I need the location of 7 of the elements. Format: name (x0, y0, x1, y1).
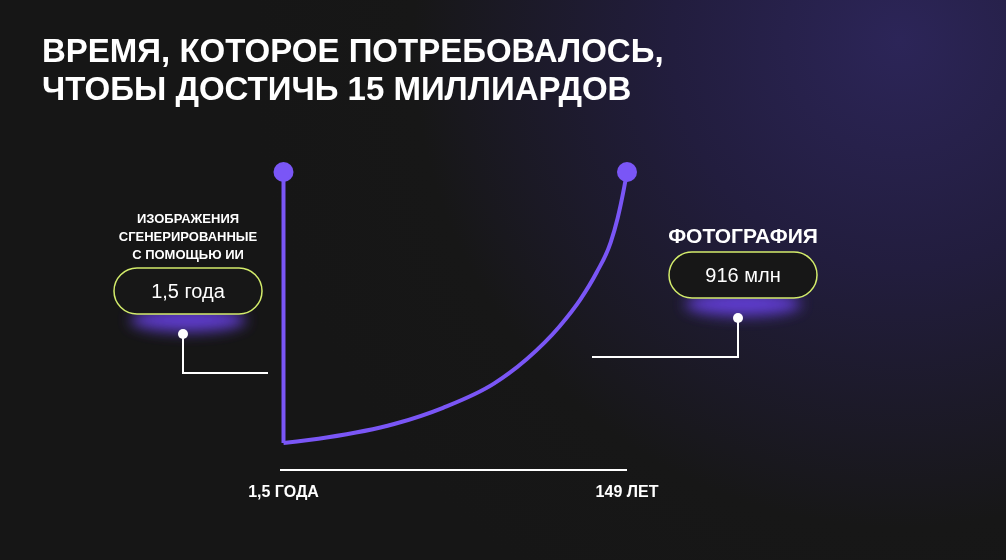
chart-title: ВРЕМЯ, КОТОРОЕ ПОТРЕБОВАЛОСЬ, ЧТОБЫ ДОСТИЧЬ 15 МИЛЛИАРДОВ (42, 32, 664, 107)
text: ИЗОБРАЖЕНИЯ СГЕНЕРИРОВАННЫЕ С ПОМОЩЬЮ ИИ (118, 211, 258, 262)
x-tick-label: 1,5 ГОДА (248, 483, 320, 500)
text: 1,5 года (151, 280, 226, 302)
text: ФОТОГРАФИЯ (668, 224, 818, 247)
x-tick-label: 149 ЛЕТ (595, 483, 659, 500)
text: 916 млн (705, 264, 781, 286)
